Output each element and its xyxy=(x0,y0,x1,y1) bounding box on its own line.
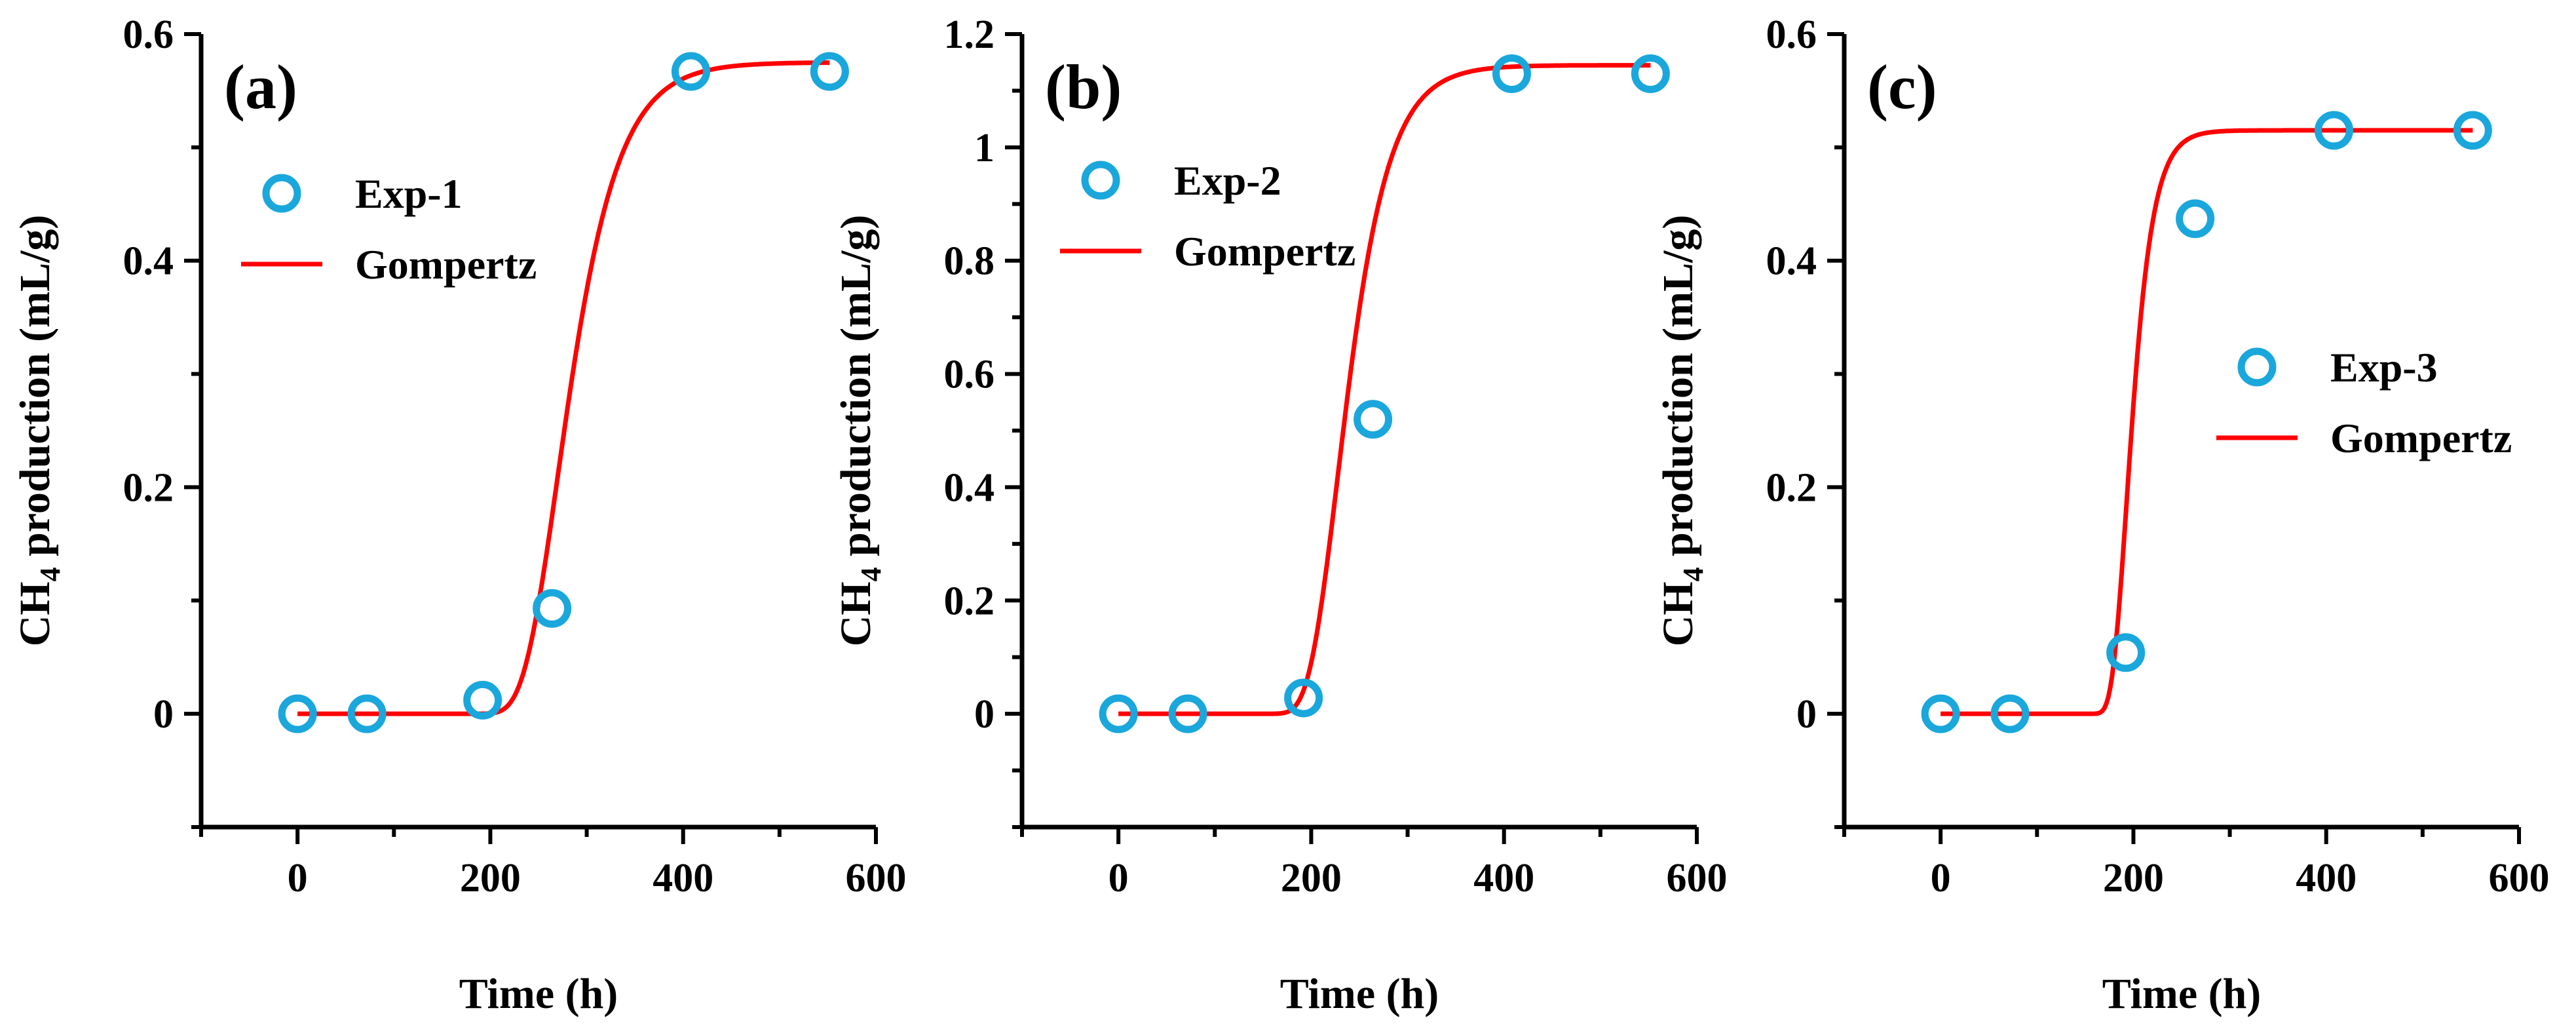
y-tick-label: 0.4 xyxy=(123,239,174,284)
y-axis-title: CH4 production (mL/g) xyxy=(11,215,66,647)
x-axis-title: Time (h) xyxy=(2102,970,2262,1018)
y-axis-title-subscript: 4 xyxy=(1677,567,1709,581)
data-point xyxy=(347,694,387,733)
x-tick-label: 0 xyxy=(288,856,308,900)
legend-label-line: Gompertz xyxy=(2330,415,2512,461)
x-tick-label: 0 xyxy=(1108,856,1129,900)
x-tick-label: 600 xyxy=(1667,856,1728,900)
legend: Exp-1 Gompertz xyxy=(241,170,537,288)
data-point xyxy=(810,52,849,91)
panel-label: (c) xyxy=(1867,52,1937,122)
legend-label-line: Gompertz xyxy=(1174,228,1355,275)
x-axis-title: Time (h) xyxy=(1280,970,1439,1018)
data-point xyxy=(1921,694,1960,733)
y-axis-title-rest: production (mL/g) xyxy=(11,215,59,568)
data-point xyxy=(2453,111,2492,150)
y-axis-title-main: CH xyxy=(1654,581,1702,646)
y-tick-label: 0.8 xyxy=(944,239,995,284)
legend-marker-scatter xyxy=(262,174,301,213)
y-tick-label: 0.2 xyxy=(123,465,174,510)
legend: Exp-3 Gompertz xyxy=(2216,344,2512,461)
y-tick-label: 0.6 xyxy=(123,12,174,57)
y-axis-title-subscript: 4 xyxy=(34,567,66,581)
data-point xyxy=(1631,54,1670,93)
legend-label-scatter: Exp-1 xyxy=(355,170,463,217)
data-point xyxy=(278,694,317,733)
y-tick-label: 0.2 xyxy=(1766,465,1817,510)
y-axis-title-rest: production (mL/g) xyxy=(1654,215,1702,568)
legend: Exp-2 Gompertz xyxy=(1060,157,1355,275)
chart-panel-3: 0 200 400 600 0 0.2 0.4 0.6 Time (h) CH4 producti… xyxy=(1654,12,2550,1018)
y-axis-title-rest: production (mL/g) xyxy=(832,215,880,568)
legend-label-scatter: Exp-3 xyxy=(2330,344,2438,391)
x-tick-label: 600 xyxy=(846,856,907,900)
y-tick-label: 0 xyxy=(1796,692,1817,737)
y-tick-label: 0.4 xyxy=(1766,239,1817,284)
x-tick-label: 400 xyxy=(653,856,713,900)
panel-label: (b) xyxy=(1045,52,1122,122)
x-tick-label: 400 xyxy=(2296,856,2357,900)
data-point xyxy=(1354,400,1393,439)
legend-marker-scatter xyxy=(2237,347,2277,387)
data-point xyxy=(2106,633,2146,672)
y-tick-label: 0.6 xyxy=(1766,12,1817,57)
x-tick-label: 200 xyxy=(460,856,521,900)
y-axis-title-subscript: 4 xyxy=(855,567,887,581)
data-point xyxy=(1284,678,1323,718)
x-tick-label: 400 xyxy=(1473,856,1534,900)
y-axis-title: CH4 production (mL/g) xyxy=(1654,215,1709,647)
y-tick-label: 1 xyxy=(974,126,994,170)
x-tick-label: 0 xyxy=(1931,856,1951,900)
y-axis-title: CH4 production (mL/g) xyxy=(832,215,887,647)
x-tick-label: 600 xyxy=(2489,856,2550,900)
y-axis-title-main: CH xyxy=(832,581,880,646)
legend-label-line: Gompertz xyxy=(355,241,537,288)
data-point xyxy=(533,589,572,628)
legend-marker-scatter xyxy=(1081,161,1120,200)
y-tick-label: 1.2 xyxy=(944,12,995,57)
data-point xyxy=(2176,199,2215,239)
data-point xyxy=(463,680,502,720)
data-point xyxy=(1099,694,1138,733)
x-axis-title: Time (h) xyxy=(459,970,618,1018)
y-tick-label: 0.2 xyxy=(944,579,995,623)
data-point xyxy=(1492,54,1531,93)
panel-label: (a) xyxy=(224,52,297,122)
data-point xyxy=(1168,694,1207,733)
data-point xyxy=(671,52,710,91)
legend-label-scatter: Exp-2 xyxy=(1174,157,1281,204)
data-point xyxy=(1990,694,2030,733)
x-tick-label: 200 xyxy=(2103,856,2164,900)
y-tick-label: 0.4 xyxy=(944,465,995,510)
y-tick-label: 0 xyxy=(153,692,174,737)
data-point xyxy=(2314,111,2353,150)
y-axis-title-main: CH xyxy=(11,581,59,646)
x-tick-label: 200 xyxy=(1281,856,1342,900)
y-tick-label: 0 xyxy=(974,692,994,737)
y-tick-label: 0.6 xyxy=(944,353,995,397)
